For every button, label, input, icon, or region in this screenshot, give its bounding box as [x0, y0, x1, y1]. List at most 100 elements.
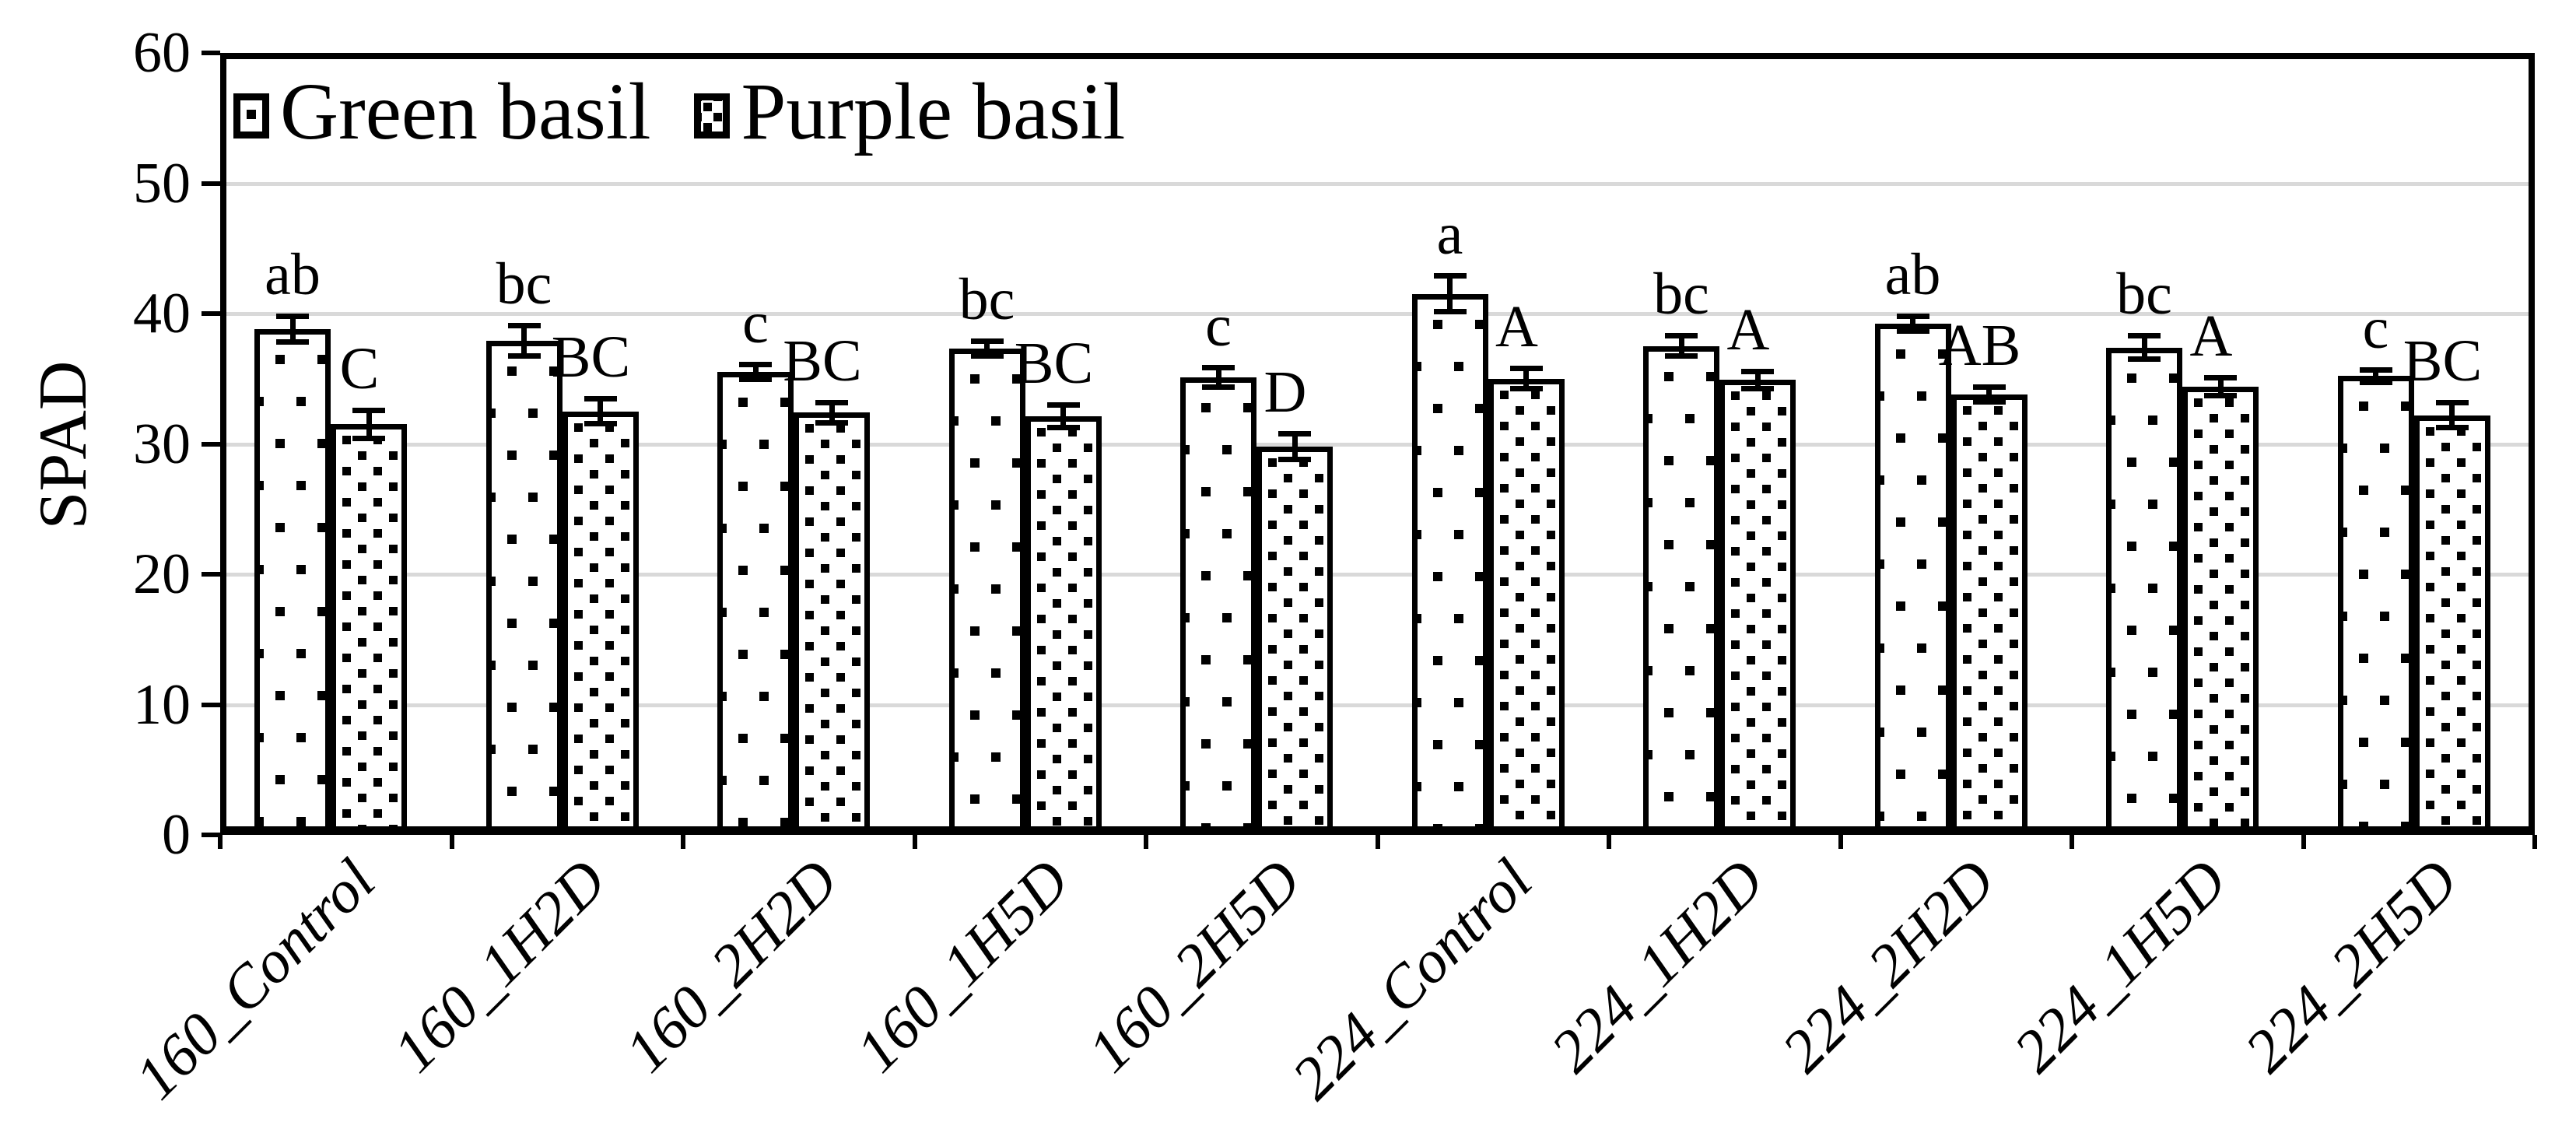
error-cap-top: [1741, 368, 1774, 374]
purple-basil-bar-224_Control: [1488, 378, 1565, 832]
y-tick-10: [202, 702, 220, 707]
sig-letter-purple-160_Control: C: [339, 335, 380, 401]
x-tick-9: [2301, 835, 2306, 849]
x-tick-8: [2070, 835, 2074, 849]
green-basil-bar-224_Control: [1411, 293, 1488, 832]
purple-basil-bar-224_1H5D: [2182, 386, 2259, 832]
error-cap-bottom: [1509, 386, 1543, 392]
error-bar-224_Control: [1447, 275, 1453, 313]
gridline-20: [226, 573, 2529, 577]
x-tick-10: [2532, 835, 2537, 849]
green-basil-bar-224_2H2D: [1874, 324, 1951, 832]
purple-basil-bar-224_2H5D: [2413, 415, 2490, 832]
purple-basil-bar-224_2H2D: [1950, 394, 2028, 832]
x-tick-2: [681, 835, 685, 849]
purple-basil-bar-160_1H5D: [1025, 416, 1102, 832]
error-cap-bottom: [2435, 425, 2469, 431]
y-tick-50: [202, 181, 220, 186]
y-tick-60: [202, 51, 220, 55]
error-bar-224_1H2D: [1678, 335, 1684, 357]
error-cap-bottom: [2359, 379, 2392, 385]
error-bar-224_2H2D: [1986, 386, 1992, 402]
error-cap-top: [1665, 333, 1698, 339]
error-cap-bottom: [584, 421, 617, 427]
purple-basil-bar-160_2H2D: [794, 412, 870, 832]
error-cap-top: [1972, 384, 2006, 390]
x-tick-3: [912, 835, 917, 849]
error-bar-160_2H2D: [752, 364, 759, 380]
green-basil-bar-224_2H5D: [2337, 376, 2414, 832]
error-cap-top: [507, 323, 541, 329]
sig-letter-green-224_1H5D: bc: [2116, 261, 2172, 328]
error-cap-bottom: [507, 353, 541, 359]
x-axis-label-text: 160_Control: [121, 846, 387, 1112]
y-tick-label-40: 40: [133, 282, 191, 345]
sig-letter-green-160_Control: ab: [265, 242, 321, 308]
error-cap-bottom: [739, 377, 772, 383]
error-cap-bottom: [276, 338, 309, 345]
error-cap-top: [1433, 273, 1467, 279]
error-cap-top: [1202, 364, 1235, 370]
x-tick-5: [1375, 835, 1380, 849]
green-basil-bar-160_Control: [254, 329, 331, 832]
gridline-10: [226, 703, 2529, 707]
gridline-40: [226, 312, 2529, 316]
sig-letter-purple-160_1H5D: BC: [1014, 331, 1094, 397]
green-basil-bar-224_1H2D: [1643, 345, 1719, 832]
green-basil-bar-160_2H5D: [1180, 377, 1256, 832]
error-cap-bottom: [815, 419, 848, 426]
error-cap-top: [2204, 375, 2237, 381]
y-tick-30: [202, 441, 220, 447]
error-cap-bottom: [1046, 425, 1080, 431]
purple-basil-bar-160_1H2D: [562, 411, 639, 832]
sig-letter-green-224_1H2D: bc: [1653, 261, 1709, 328]
purple-basil-bar-160_Control: [331, 424, 407, 832]
sig-letter-green-224_Control: a: [1436, 202, 1463, 268]
legend: Green basil Purple basil: [233, 65, 1125, 159]
sig-letter-purple-160_2H5D: D: [1263, 359, 1307, 426]
sig-letter-purple-224_1H5D: A: [2189, 303, 2233, 370]
error-bar-160_1H2D: [521, 325, 527, 357]
error-cap-bottom: [2128, 356, 2161, 362]
error-cap-bottom: [1741, 386, 1774, 392]
green-basil-pattern-swatch: [233, 93, 269, 138]
error-cap-top: [970, 338, 1004, 345]
sig-letter-purple-160_1H2D: BC: [551, 324, 631, 390]
error-bar-160_Control: [289, 316, 296, 342]
sig-letter-green-160_2H5D: c: [1205, 293, 1232, 359]
gridline-30: [226, 442, 2529, 447]
y-tick-20: [202, 572, 220, 577]
error-cap-top: [1509, 366, 1543, 372]
error-cap-top: [1046, 402, 1080, 408]
y-tick-label-60: 60: [133, 21, 191, 85]
legend-item-green-basil: Green basil: [233, 65, 650, 159]
error-bar-224_2H5D: [2449, 401, 2455, 429]
error-cap-top: [1896, 314, 1929, 320]
error-bar-160_1H2D: [598, 398, 603, 425]
legend-item-purple-basil: Purple basil: [694, 65, 1125, 159]
sig-letter-purple-160_2H2D: BC: [783, 328, 862, 394]
error-cap-top: [2435, 399, 2469, 405]
sig-letter-purple-224_1H2D: A: [1726, 296, 1770, 363]
error-cap-top: [2359, 367, 2392, 373]
sig-letter-purple-224_2H5D: BC: [2403, 328, 2483, 394]
error-cap-bottom: [1896, 328, 1929, 335]
error-cap-bottom: [1665, 353, 1698, 359]
error-cap-top: [276, 314, 309, 320]
error-cap-top: [1278, 431, 1311, 437]
sig-letter-green-224_2H5D: c: [2362, 296, 2389, 362]
error-cap-top: [352, 407, 385, 413]
x-axis-label-224_2H5D: 224_2H5D: [2232, 846, 2576, 1085]
error-cap-top: [2128, 333, 2161, 339]
purple-basil-bar-160_2H5D: [1256, 446, 1333, 832]
x-tick-0: [218, 835, 223, 849]
error-bar-160_1H5D: [1060, 405, 1066, 429]
y-tick-label-10: 10: [133, 672, 191, 737]
legend-label: Green basil: [280, 67, 651, 156]
error-cap-top: [815, 399, 848, 405]
error-cap-bottom: [1433, 309, 1467, 315]
error-cap-top: [739, 362, 772, 368]
error-cap-bottom: [352, 435, 385, 441]
error-bar-224_1H5D: [2141, 335, 2147, 359]
